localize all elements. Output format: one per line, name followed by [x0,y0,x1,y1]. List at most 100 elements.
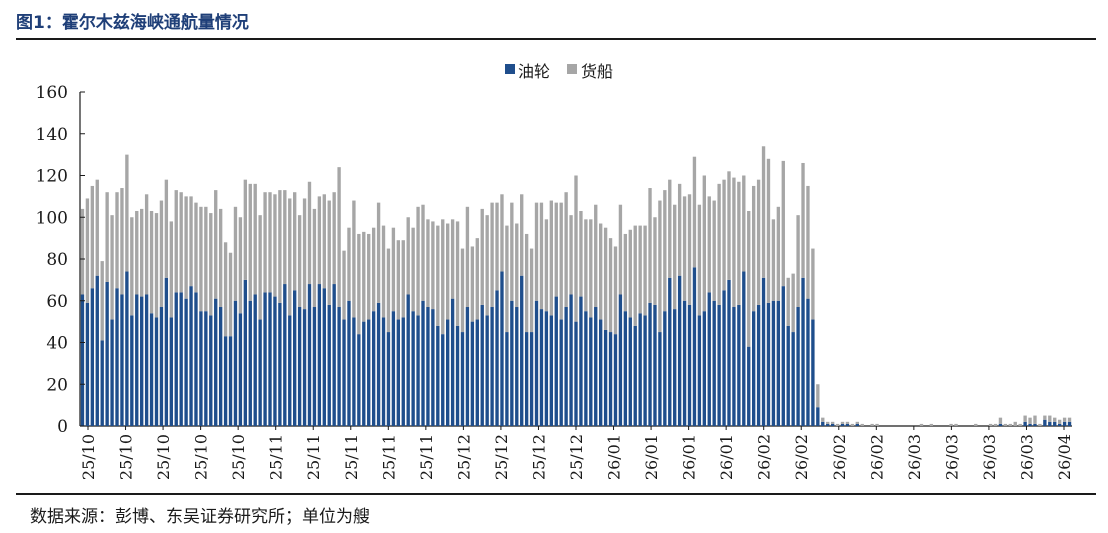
bar-cargo [520,194,524,276]
bar-oil [826,423,830,426]
bar-cargo [603,227,608,330]
bar-oil [159,307,164,426]
bar-oil [278,302,282,426]
bar-cargo [460,248,465,333]
bar-oil [312,307,317,426]
bar-oil [998,423,1003,426]
bar-cargo [993,423,998,426]
bar-cargo [130,217,134,316]
bar-cargo [727,171,731,280]
bars [80,146,1072,426]
bar-cargo [243,179,248,280]
bar-oil [564,307,568,426]
bar-cargo [791,273,795,333]
x-tick-label: 25/10 [229,434,248,480]
bar-oil [845,423,850,426]
bar-cargo [1003,423,1008,426]
bar-cargo [673,204,677,310]
bar-oil [184,298,188,426]
bar-oil [816,407,820,426]
bar-cargo [806,185,810,299]
bar-cargo [238,217,243,314]
y-tick-label: 160 [36,83,68,103]
bar-oil [450,298,455,426]
bar-oil [421,300,425,426]
bar-oil [406,294,410,426]
bar-oil [766,302,771,426]
bar-cargo [288,198,292,316]
bar-oil [214,298,218,426]
bar-oil [293,290,297,426]
y-tick-label: 80 [46,250,68,270]
x-tick-label: 26/02 [867,434,886,480]
bar-cargo [223,242,228,337]
bar-cargo [105,192,109,282]
bar-cargo [1062,417,1067,422]
bar-cargo [337,167,341,308]
bar-cargo [376,202,381,303]
x-tick-label: 26/01 [642,434,661,480]
bar-cargo [707,196,711,293]
bar-cargo [159,200,164,308]
bar-cargo [505,225,509,333]
x-tick-label: 26/02 [792,434,811,480]
bar-oil [470,321,475,426]
bar-cargo [717,183,721,305]
bar-cargo [697,204,702,316]
x-tick-label: 25/12 [567,434,586,480]
bar-cargo [446,223,450,320]
bar-oil [628,317,632,426]
bar-oil [1028,423,1032,426]
bar-cargo [179,192,183,293]
bar-cargo [490,202,494,308]
x-tick-label: 25/10 [192,434,211,480]
bar-oil [697,315,702,426]
bar-cargo [515,223,519,308]
bar-oil [761,277,766,426]
bar-oil [544,311,549,426]
bar-cargo [500,194,504,272]
bar-cargo [1028,417,1032,424]
bar-oil [796,307,800,426]
bar-cargo [342,250,346,320]
bar-oil [475,319,479,426]
bar-cargo [465,206,470,308]
bar-oil [288,315,292,426]
y-tick-label: 20 [46,375,68,395]
bar-oil [776,300,781,426]
y-tick-label: 40 [46,334,68,354]
bar-cargo [268,192,272,293]
x-tick-label: 25/10 [117,434,136,480]
bar-cargo [199,206,203,312]
bar-cargo [90,185,95,289]
bar-cargo [1018,423,1022,426]
bar-cargo [687,194,692,305]
bar-cargo [811,248,815,320]
bar-cargo [218,208,223,308]
bar-cargo [608,238,613,333]
bar-oil [342,319,346,426]
bar-oil [273,296,277,426]
bar-oil [100,340,104,426]
bar-oil [140,296,144,426]
source-note: 数据来源：彭博、东吴证券研究所；单位为艘 [30,507,370,527]
bar-oil [144,294,149,426]
bar-cargo [692,156,697,268]
bar-cargo [174,190,178,293]
bar-oil [569,294,573,426]
y-tick-label: 100 [36,208,68,228]
bar-cargo [702,175,706,312]
bar-cargo [949,423,953,426]
bar-oil [663,311,667,426]
legend: 油轮 货船 [505,62,613,81]
bar-cargo [830,421,835,424]
bar-oil [821,421,825,426]
bar-cargo [194,202,198,293]
bar-oil [702,311,706,426]
bar-oil [441,334,445,426]
bar-oil [495,290,499,426]
bar-oil [228,336,233,426]
bar-oil [643,315,647,426]
bar-oil [1043,419,1047,426]
bar-cargo [258,215,262,320]
